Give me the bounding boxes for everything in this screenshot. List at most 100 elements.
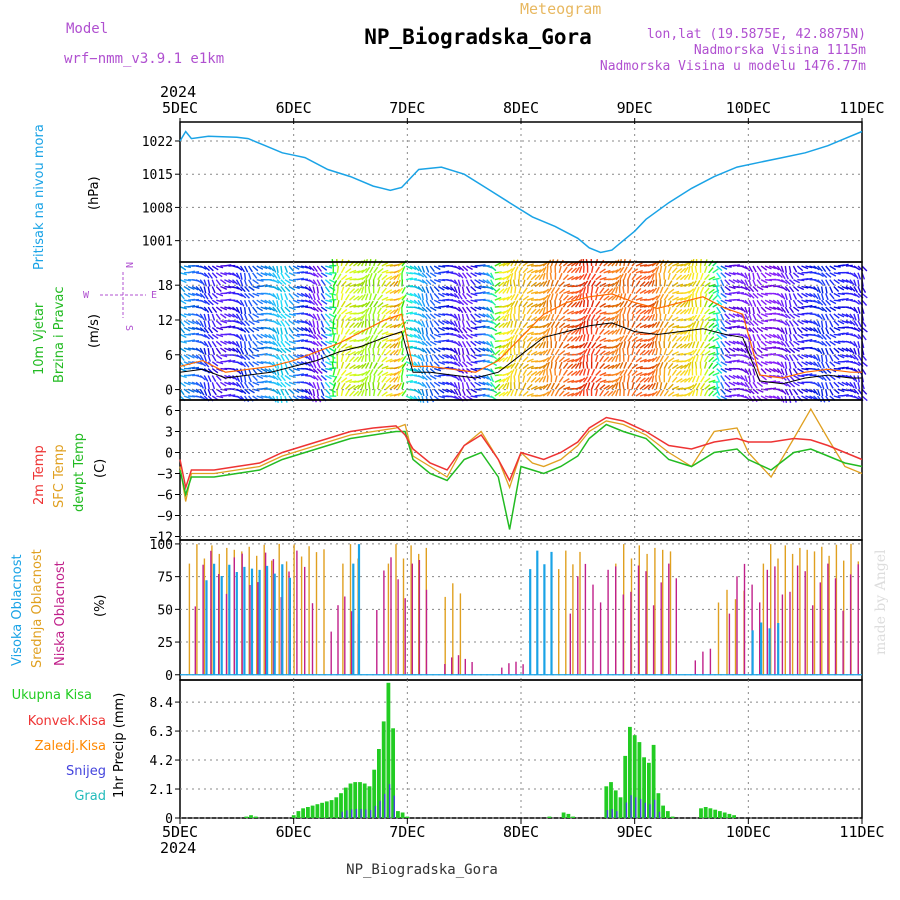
wind-barb [655, 286, 660, 294]
wind-barb [284, 340, 291, 347]
wind-barb [240, 320, 246, 327]
wind-barb [518, 328, 524, 335]
wind-barb [805, 312, 813, 315]
wind-barb [619, 273, 624, 281]
wind-barb [704, 316, 711, 322]
wind-barb [377, 363, 384, 370]
wind-barb [349, 350, 356, 356]
wind-barb [393, 274, 400, 281]
wind-barb [530, 376, 537, 383]
wind-barb [385, 263, 393, 267]
precip-legend-grad: Grad [74, 789, 106, 804]
wind-barb [607, 322, 614, 329]
wind-barb [582, 368, 587, 376]
wind-barb [833, 354, 840, 361]
wind-barb [570, 267, 577, 274]
wind-barb [514, 389, 518, 397]
wind-barb [801, 388, 809, 393]
wind-barb [288, 347, 296, 351]
wind-barb [482, 360, 490, 363]
wind-barb [179, 299, 187, 305]
wind-barb [457, 354, 462, 362]
wind-barb [703, 369, 709, 376]
wind-barb [825, 354, 828, 362]
wind-barb [502, 314, 508, 322]
wind-barb [369, 293, 372, 301]
wind-barb [284, 354, 290, 362]
wind-barb [821, 299, 827, 307]
compass-e: E [151, 290, 157, 301]
wind-barb [494, 311, 502, 315]
wind-barb [845, 313, 852, 319]
wind-barb [538, 376, 544, 383]
wind-barb [542, 300, 547, 308]
wind-barb [490, 320, 497, 326]
wind-barb [409, 326, 417, 332]
wind-barb [748, 272, 751, 280]
wind-barb [199, 272, 207, 277]
wind-barb [805, 265, 813, 269]
wind-barb [829, 292, 835, 300]
temp-unit: (C) [93, 459, 108, 478]
wind-barb [748, 265, 754, 273]
wind-barb [320, 313, 326, 321]
wind-barb [272, 347, 280, 352]
wind-barb [704, 342, 711, 349]
wind-barb [623, 307, 627, 315]
wind-barb [575, 275, 582, 281]
wind-barb [667, 328, 674, 335]
wind-barb [550, 293, 554, 301]
wind-barb [211, 340, 217, 348]
wind-barb [651, 313, 656, 321]
wind-barb [748, 388, 755, 395]
wind-barb [425, 389, 429, 397]
wind-barb [671, 296, 679, 301]
wind-barb [797, 381, 805, 385]
wind-barb [466, 333, 473, 339]
wind-barb [704, 308, 711, 315]
wind-barb [849, 286, 856, 292]
wind-barb [364, 279, 368, 287]
wind-barb [796, 361, 803, 368]
wind-barb [578, 355, 584, 363]
wind-barb [465, 354, 471, 362]
wind-barb [429, 354, 434, 362]
wind-barb [220, 306, 228, 311]
wind-barb [619, 335, 625, 342]
wind-barb [353, 322, 360, 329]
wind-barb [510, 368, 515, 376]
wind-barb [716, 279, 720, 287]
wind-barb [671, 369, 677, 376]
wind-barb [820, 286, 824, 294]
wind-barb [367, 382, 371, 390]
wind-barb [671, 335, 678, 342]
wind-barb [816, 354, 821, 362]
wind-barb [526, 331, 534, 336]
wind-barb [760, 395, 768, 401]
wind-barb [211, 333, 219, 339]
wind-barb [324, 388, 331, 395]
wind-barb [325, 306, 333, 311]
precip-bar [670, 816, 675, 818]
precip-bar [391, 728, 395, 818]
wind-barb [397, 375, 401, 383]
wind-barb [308, 286, 314, 294]
precip-snow-bar [374, 805, 377, 818]
precip-bar [315, 804, 320, 818]
wind-barb [861, 395, 868, 402]
wind-barb [694, 265, 698, 273]
wind-barb [570, 301, 578, 308]
wind-barb [272, 340, 279, 347]
wind-barb [490, 265, 497, 272]
wind-barb [740, 347, 747, 354]
wind-barb [615, 267, 622, 274]
wind-barb [595, 281, 602, 287]
wind-barb [622, 279, 625, 287]
wind-barb [425, 381, 431, 389]
wind-barb [272, 320, 280, 326]
wind-barb [296, 395, 304, 400]
wind-barb [708, 322, 715, 329]
wind-barb [364, 375, 369, 383]
wind-barb [304, 299, 312, 304]
wind-barb [449, 381, 456, 388]
